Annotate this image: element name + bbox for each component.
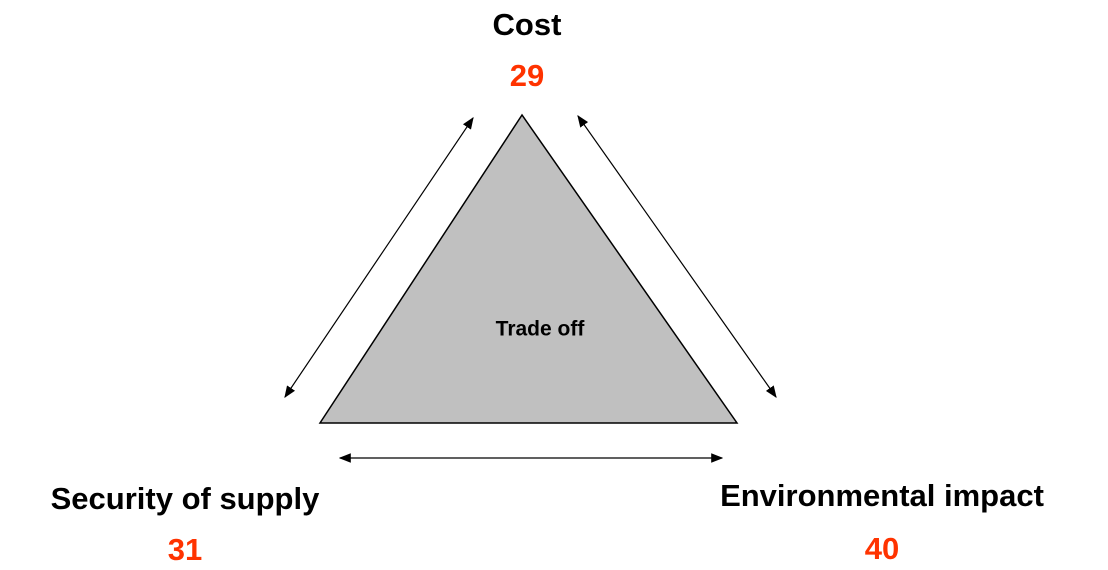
node-value: 29 [510, 58, 544, 93]
node-label: Environmental impact [720, 478, 1044, 513]
node-value: 31 [168, 532, 202, 567]
node-value: 40 [865, 531, 899, 566]
triangle [318, 113, 739, 424]
node-label: Cost [493, 7, 562, 42]
arrow [577, 115, 777, 398]
center-label: Trade off [496, 318, 586, 341]
node-label: Security of supply [51, 481, 320, 516]
arrow [284, 117, 474, 398]
